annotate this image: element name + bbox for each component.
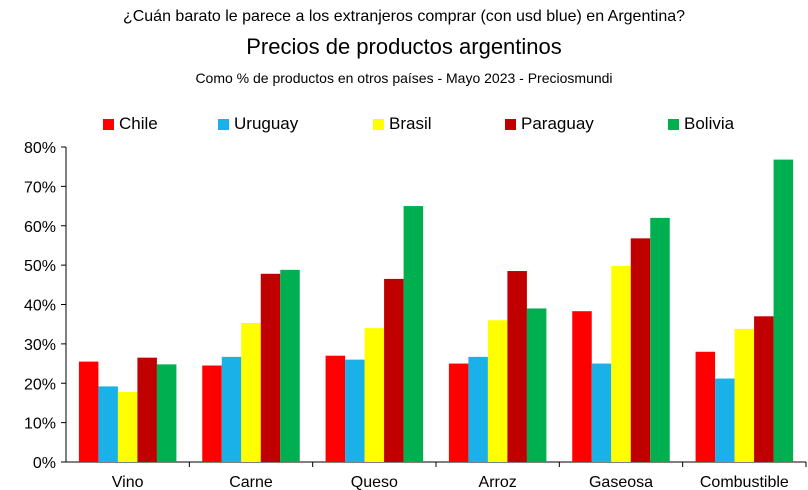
legend-label: Brasil [389,114,432,133]
bar-chile-queso [325,355,346,462]
bar-uruguay-vino [98,386,118,462]
y-tick-label: 50% [24,258,56,275]
bar-brasil-queso [364,328,385,462]
y-tick-label: 40% [24,298,56,315]
bar-bolivia-combustible [773,159,794,462]
legend-item-bolivia: Bolivia [668,114,734,134]
y-tick-label: 10% [24,416,56,433]
bar-brasil-gaseosa [611,265,631,462]
legend-label: Bolivia [684,114,735,133]
bar-paraguay-combustible [754,316,774,462]
legend-label: Uruguay [234,114,299,133]
legend-item-paraguay: Paraguay [505,114,594,134]
bar-brasil-arroz [487,320,508,462]
y-tick-label: 30% [24,337,56,354]
bar-uruguay-queso [345,359,365,462]
legend-swatch [505,118,516,130]
bar-brasil-combustible [734,328,755,462]
legend-item-chile: Chile [103,114,158,134]
y-tick-label: 60% [24,219,56,236]
bar-chile-arroz [448,363,469,462]
bar-paraguay-gaseosa [630,238,651,462]
x-tick-label: Vino [112,474,144,490]
bar-brasil-vino [117,391,138,462]
bar-bolivia-gaseosa [650,217,670,462]
x-tick-label: Carne [229,474,273,490]
y-tick-label: 0% [33,455,56,472]
bar-paraguay-vino [137,357,157,462]
x-tick-label: Gaseosa [589,474,653,490]
bar-uruguay-gaseosa [591,363,612,462]
bar-bolivia-vino [156,364,177,462]
bar-bolivia-arroz [526,308,547,462]
bar-uruguay-combustible [715,378,735,462]
chart-legend: Chile Uruguay Brasil Paraguay Bolivia [0,114,808,138]
x-tick-label: Queso [351,474,398,490]
bar-chile-combustible [695,351,716,462]
legend-swatch [668,118,679,130]
x-tick-label: Arroz [479,474,517,490]
bar-chile-carne [202,365,222,462]
bar-chile-vino [78,361,99,462]
legend-swatch [373,118,384,130]
legend-swatch [218,118,229,130]
legend-item-uruguay: Uruguay [218,114,298,134]
bar-bolivia-carne [280,269,300,462]
chart-suptitle: ¿Cuán barato le parece a los extranjeros… [122,8,686,25]
bar-chile-gaseosa [572,311,592,462]
bar-paraguay-arroz [507,271,527,462]
legend-label: Paraguay [521,114,594,133]
bar-uruguay-carne [221,356,242,462]
y-tick-label: 20% [24,376,56,393]
legend-swatch [103,118,114,130]
y-tick-label: 70% [24,179,56,196]
bar-uruguay-arroz [468,356,488,462]
y-tick-label: 80% [24,140,56,157]
chart-title: Precios de productos argentinos [246,34,562,59]
legend-label: Chile [119,114,158,133]
bar-paraguay-carne [260,273,281,462]
bar-bolivia-queso [403,206,424,462]
legend-item-brasil: Brasil [373,114,432,134]
chart-subtitle: Como % de productos en otros países - Ma… [195,70,613,86]
x-tick-label: Combustible [700,474,789,490]
bar-brasil-carne [241,323,261,462]
bar-paraguay-queso [384,278,404,462]
